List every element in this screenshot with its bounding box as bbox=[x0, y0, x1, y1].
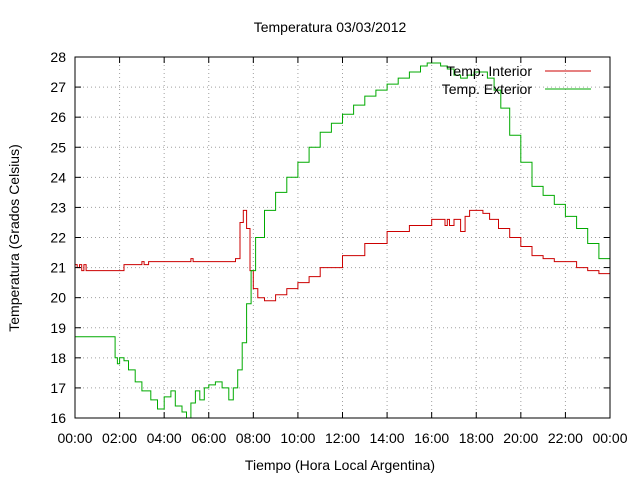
y-axis-label: Temperatura (Grados Celsius) bbox=[6, 144, 22, 332]
plot-frame bbox=[74, 56, 611, 419]
x-tick-label: 00:00 bbox=[57, 430, 92, 446]
x-tick-label: 02:00 bbox=[102, 430, 137, 446]
x-tick-label: 08:00 bbox=[236, 430, 271, 446]
x-tick-label: 18:00 bbox=[459, 430, 494, 446]
legend-label: Temp. Interior bbox=[446, 63, 532, 79]
y-tick-label: 20 bbox=[50, 290, 66, 306]
y-tick-label: 23 bbox=[50, 199, 66, 215]
series-line-interior bbox=[75, 209, 611, 302]
x-tick-label: 12:00 bbox=[325, 430, 360, 446]
x-tick-label: 00:00 bbox=[592, 430, 627, 446]
legend-label: Temp. Exterior bbox=[442, 81, 533, 97]
x-tick-label: 22:00 bbox=[548, 430, 583, 446]
x-axis-label: Tiempo (Hora Local Argentina) bbox=[245, 457, 435, 473]
y-tick-label: 18 bbox=[50, 350, 66, 366]
x-tick-label: 16:00 bbox=[414, 430, 449, 446]
chart-title: Temperatura 03/03/2012 bbox=[254, 19, 407, 35]
y-tick-label: 21 bbox=[50, 260, 66, 276]
axes: 16 17 18 19 20 21 22 23 24 25 26 27 28 00:00 02:00 04:0… bbox=[50, 49, 627, 446]
legend: Temp. Interior Temp. Exterior bbox=[442, 63, 591, 97]
x-tick-label: 04:00 bbox=[147, 430, 182, 446]
y-tick-label: 22 bbox=[50, 230, 66, 246]
series-line-exterior bbox=[75, 62, 611, 419]
x-tick-label: 06:00 bbox=[191, 430, 226, 446]
y-tick-label: 16 bbox=[50, 410, 66, 426]
y-tick-label: 25 bbox=[50, 139, 66, 155]
y-tick-label: 27 bbox=[50, 79, 66, 95]
y-tick-label: 24 bbox=[50, 169, 66, 185]
x-tick-label: 20:00 bbox=[503, 430, 538, 446]
y-tick-label: 26 bbox=[50, 109, 66, 125]
x-tick-label: 14:00 bbox=[370, 430, 405, 446]
series-group bbox=[75, 62, 611, 419]
y-tick-label: 17 bbox=[50, 380, 66, 396]
y-tick-label: 19 bbox=[50, 320, 66, 336]
grid bbox=[75, 57, 610, 418]
y-tick-label: 28 bbox=[50, 49, 66, 65]
x-tick-label: 10:00 bbox=[280, 430, 315, 446]
